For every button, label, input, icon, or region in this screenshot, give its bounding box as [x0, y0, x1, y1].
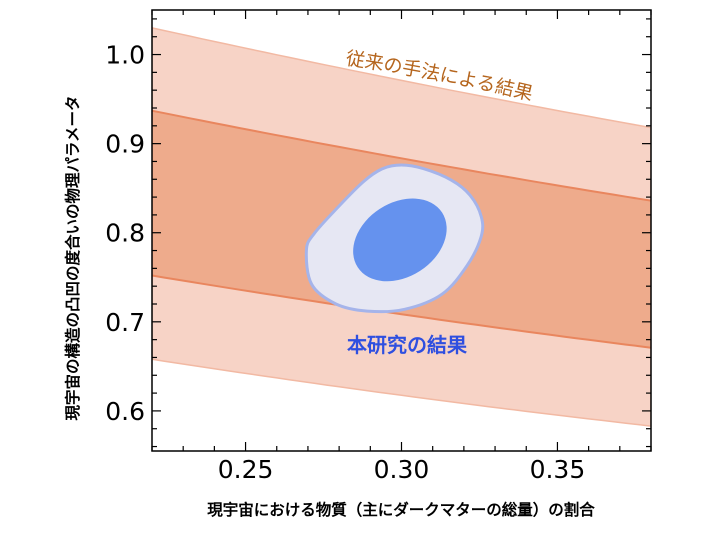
this-study-68-contour [353, 198, 447, 282]
y-tick-label-1: 0.7 [105, 308, 145, 337]
x-tick-label-2: 0.35 [530, 455, 586, 484]
y-tick-label-4: 1.0 [105, 41, 145, 70]
y-axis-title: 現宇宙の構造の凸凹の度合いの物理パラメータ [63, 95, 82, 420]
x-tick-label-0: 0.25 [218, 455, 274, 484]
this-study-annotation: 本研究の結果 [347, 333, 467, 357]
y-tick-label-3: 0.9 [105, 130, 145, 159]
x-axis-title: 現宇宙における物質（主にダークマターの総量）の割合 [207, 500, 595, 519]
previous-result-68-upper-edge [152, 109, 651, 202]
plot-area [152, 27, 651, 427]
x-tick-label-1: 0.30 [374, 455, 430, 484]
x-axis-ticks [151, 10, 652, 451]
previous-result-68-lower-edge [152, 274, 651, 349]
y-axis-ticks [152, 18, 651, 448]
y-tick-label-2: 0.8 [105, 219, 145, 248]
y-tick-label-0: 0.6 [105, 397, 145, 426]
